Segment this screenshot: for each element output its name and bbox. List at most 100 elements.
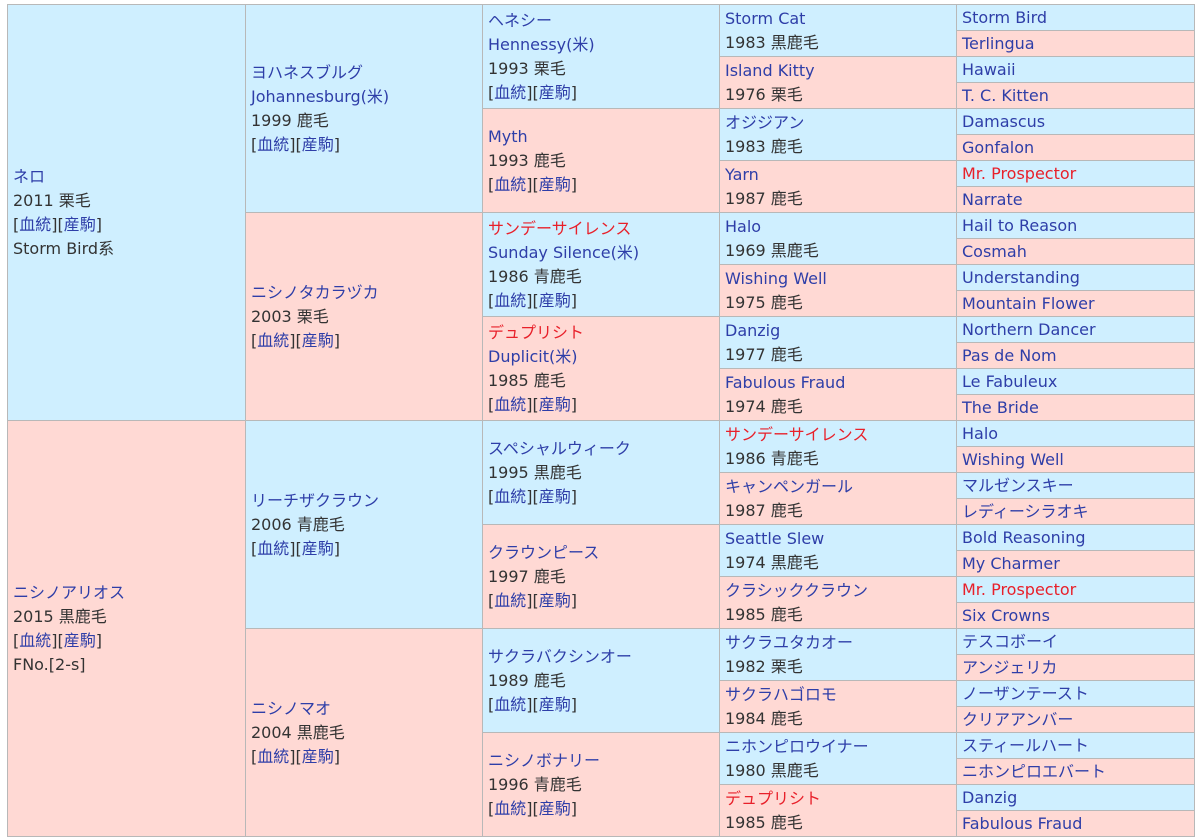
horse-name-link[interactable]: ネロ (13, 166, 46, 186)
horse-name-link[interactable]: Halo (962, 423, 999, 443)
horse-name-link[interactable]: ニホンピロウイナー (725, 736, 869, 756)
bracket-open: [ (532, 486, 539, 506)
offspring-link[interactable]: 産駒 (301, 538, 334, 558)
horse-name-link[interactable]: Fabulous Fraud (962, 813, 1083, 833)
offspring-link[interactable]: 産駒 (538, 486, 571, 506)
horse-name-link[interactable]: Island Kitty (725, 60, 815, 80)
horse-name-link[interactable]: Wishing Well (962, 449, 1064, 469)
bracket-close: ] (570, 486, 578, 506)
offspring-link[interactable]: 産駒 (538, 798, 571, 818)
horse-name-link[interactable]: ニシノタカラヅカ (251, 282, 379, 302)
horse-name-link[interactable]: Hail to Reason (962, 215, 1078, 235)
horse-name-link[interactable]: ニシノボナリー (488, 750, 601, 770)
horse-name-link[interactable]: ヨハネスブルグ (251, 62, 364, 82)
horse-name-link[interactable]: テスコボーイ (962, 631, 1059, 651)
horse-name-link[interactable]: Six Crowns (962, 605, 1050, 625)
pedigree-link[interactable]: 血統 (494, 486, 527, 506)
offspring-link[interactable]: 産駒 (301, 330, 334, 350)
pedigree-link[interactable]: 血統 (257, 330, 290, 350)
horse-name-link[interactable]: T. C. Kitten (962, 85, 1049, 105)
offspring-link[interactable]: 産駒 (538, 174, 571, 194)
pedigree-link[interactable]: 血統 (494, 798, 527, 818)
horse-name-link[interactable]: マルゼンスキー (962, 475, 1074, 495)
horse-name-link[interactable]: Seattle Slew (725, 528, 825, 548)
horse-name-link[interactable]: リーチザクラウン (251, 490, 380, 510)
offspring-link[interactable]: 産駒 (301, 134, 334, 154)
horse-english-name-link[interactable]: Johannesburg(米) (251, 86, 390, 106)
horse-name-link[interactable]: スペシャルウィーク (488, 438, 631, 458)
horse-name-link[interactable]: ノーザンテースト (962, 683, 1089, 703)
horse-name-link[interactable]: Fabulous Fraud (725, 372, 846, 392)
horse-name-link[interactable]: サクラユタカオー (725, 632, 854, 652)
offspring-link[interactable]: 産駒 (63, 214, 96, 234)
pedigree-link[interactable]: 血統 (494, 290, 527, 310)
horse-name-link[interactable]: サンデーサイレンス (488, 218, 632, 238)
horse-name-link[interactable]: Yarn (725, 164, 759, 184)
offspring-link[interactable]: 産駒 (538, 694, 571, 714)
horse-name-link[interactable]: ニシノアリオス (13, 582, 126, 602)
horse-name-link[interactable]: Northern Dancer (962, 319, 1096, 339)
pedigree-link[interactable]: 血統 (494, 174, 527, 194)
horse-name-link[interactable]: Cosmah (962, 241, 1027, 261)
offspring-link[interactable]: 産駒 (538, 590, 571, 610)
offspring-link[interactable]: 産駒 (301, 746, 334, 766)
horse-name-link[interactable]: レディーシラオキ (962, 501, 1089, 521)
horse-name-link[interactable]: ニシノマオ (251, 698, 332, 718)
horse-name-link[interactable]: クラシッククラウン (725, 580, 869, 600)
horse-links: [血統][産駒] (488, 173, 719, 197)
pedigree-link[interactable]: 血統 (257, 746, 290, 766)
pedigree-link[interactable]: 血統 (19, 630, 52, 650)
horse-name-link[interactable]: Terlingua (962, 33, 1035, 53)
horse-name-link[interactable]: Danzig (725, 320, 781, 340)
horse-name-link[interactable]: Myth (488, 126, 528, 146)
bracket-open: [ (488, 82, 495, 102)
horse-name-link[interactable]: クラウンピース (488, 542, 600, 562)
horse-name-link[interactable]: Understanding (962, 267, 1080, 287)
pedigree-link[interactable]: 血統 (494, 590, 527, 610)
horse-name-link[interactable]: サクラバクシンオー (488, 646, 632, 666)
horse-name-link[interactable]: キャンペンガール (725, 476, 854, 496)
horse-name-link[interactable]: Gonfalon (962, 137, 1035, 157)
horse-name-link[interactable]: デュプリシト (725, 788, 822, 808)
horse-name-link[interactable]: Bold Reasoning (962, 527, 1086, 547)
pedigree-link[interactable]: 血統 (19, 214, 52, 234)
horse-english-name-link[interactable]: Hennessy(米) (488, 34, 595, 54)
offspring-link[interactable]: 産駒 (63, 630, 96, 650)
offspring-link[interactable]: 産駒 (538, 82, 571, 102)
horse-name-link[interactable]: Hawaii (962, 59, 1016, 79)
horse-name-link[interactable]: Danzig (962, 787, 1018, 807)
horse-name-link[interactable]: Mr. Prospector (962, 163, 1077, 183)
horse-english-name-link[interactable]: Sunday Silence(米) (488, 242, 640, 262)
horse-name-link[interactable]: Wishing Well (725, 268, 827, 288)
offspring-link[interactable]: 産駒 (538, 290, 571, 310)
horse-name-link[interactable]: Pas de Nom (962, 345, 1057, 365)
horse-name-link[interactable]: Storm Cat (725, 8, 806, 28)
horse-name-link[interactable]: クリアアンバー (962, 709, 1074, 729)
horse-name-link[interactable]: デュプリシト (488, 322, 585, 342)
horse-name-link[interactable]: ヘネシー (488, 10, 553, 30)
horse-name-link[interactable]: Le Fabuleux (962, 371, 1058, 391)
horse-name-link[interactable]: Narrate (962, 189, 1023, 209)
horse-name-link[interactable]: Mountain Flower (962, 293, 1095, 313)
horse-name-link[interactable]: アンジェリカ (962, 657, 1058, 677)
pedigree-link[interactable]: 血統 (257, 538, 290, 558)
horse-name-link[interactable]: Mr. Prospector (962, 579, 1077, 599)
horse-name-link[interactable]: ニホンピロエバート (962, 761, 1107, 781)
horse-name-link[interactable]: サクラハゴロモ (725, 684, 837, 704)
pedigree-link[interactable]: 血統 (494, 82, 527, 102)
pedigree-link[interactable]: 血統 (494, 394, 527, 414)
horse-name-link[interactable]: Damascus (962, 111, 1046, 131)
offspring-link[interactable]: 産駒 (538, 394, 571, 414)
horse-name-link[interactable]: スティールハート (962, 735, 1090, 755)
horse-english-name-link[interactable]: Duplicit(米) (488, 346, 578, 366)
horse-name-link[interactable]: My Charmer (962, 553, 1060, 573)
horse-name-link[interactable]: オジジアン (725, 112, 805, 132)
horse-name-link[interactable]: Storm Bird (962, 7, 1048, 27)
bracket-close: ] (526, 290, 533, 310)
pedigree-link[interactable]: 血統 (494, 694, 527, 714)
bracket-open: [ (532, 82, 539, 102)
pedigree-link[interactable]: 血統 (257, 134, 290, 154)
horse-name-link[interactable]: The Bride (962, 397, 1039, 417)
horse-name-link[interactable]: サンデーサイレンス (725, 424, 869, 444)
horse-name-link[interactable]: Halo (725, 216, 762, 236)
